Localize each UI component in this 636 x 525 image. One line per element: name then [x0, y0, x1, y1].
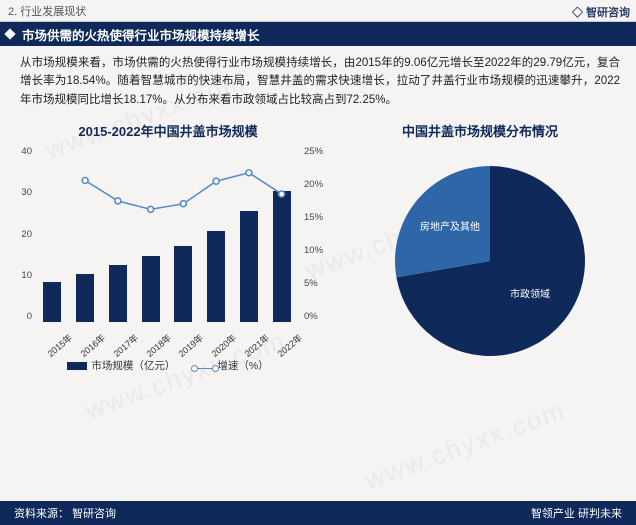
footer-bar: 资料来源： 智研咨询 智领产业 研判未来: [0, 501, 636, 525]
legend-line: 增速（%）: [193, 358, 268, 373]
x-tick: 2021年: [241, 331, 272, 360]
x-tick: 2020年: [208, 331, 239, 360]
pie-svg: 市政领域 房地产及其他: [360, 146, 620, 366]
x-axis-labels: 2015年2016年2017年2018年2019年2020年2021年2022年: [36, 322, 298, 356]
x-tick: 2017年: [110, 331, 141, 360]
diamond-icon: [4, 28, 15, 39]
charts-row: 2015-2022年中国井盖市场规模 403020100 25%20%15%10…: [0, 115, 636, 373]
x-tick: 2022年: [274, 331, 305, 360]
bar-line-chart: 2015-2022年中国井盖市场规模 403020100 25%20%15%10…: [8, 117, 328, 373]
pie-title: 中国井盖市场规模分布情况: [332, 121, 628, 140]
x-tick: 2018年: [143, 331, 174, 360]
y-axis-left: 403020100: [8, 146, 36, 322]
x-tick: 2019年: [176, 331, 207, 360]
brand-badge: ◇ 智研咨询: [572, 4, 630, 20]
line-overlay: [36, 146, 298, 322]
banner-title: 市场供需的火热使得行业市场规模持续增长: [22, 25, 260, 44]
source-label: 资料来源：: [14, 508, 69, 520]
watermark: www.chyxx.com: [361, 395, 570, 496]
bar-line-title: 2015-2022年中国井盖市场规模: [8, 121, 328, 140]
source-value: 智研咨询: [72, 508, 116, 520]
pie-slice-label: 市政领域: [510, 287, 550, 300]
body-paragraph: 从市场规模来看，市场供需的火热使得行业市场规模持续增长，由2015年的9.06亿…: [0, 46, 636, 115]
x-tick: 2016年: [77, 331, 108, 360]
y-axis-right: 25%20%15%10%5%0%: [300, 146, 328, 322]
pie-area: 市政领域 房地产及其他: [360, 146, 600, 366]
section-title: 行业发展现状: [20, 6, 86, 18]
footer-slogan: 智领产业 研判未来: [531, 505, 622, 521]
section-number: 2.: [8, 6, 17, 18]
top-bar: 2. 行业发展现状 ◇ 智研咨询: [0, 0, 636, 22]
section-banner: 市场供需的火热使得行业市场规模持续增长: [0, 22, 636, 46]
legend-bar: 市场规模（亿元）: [67, 358, 175, 373]
chart-legend: 市场规模（亿元） 增速（%）: [8, 358, 328, 373]
pie-chart: 中国井盖市场规模分布情况 市政领域 房地产及其他: [332, 117, 628, 373]
x-tick: 2015年: [45, 331, 76, 360]
plot-area: [36, 146, 298, 322]
pie-slice-label: 房地产及其他: [420, 220, 480, 233]
